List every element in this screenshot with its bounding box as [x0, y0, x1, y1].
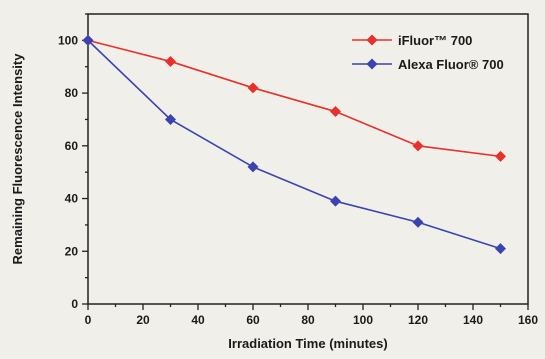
data-point — [330, 106, 341, 118]
y-tick-label: 60 — [65, 139, 79, 153]
data-point — [330, 195, 341, 207]
legend: iFluor™ 700 Alexa Fluor® 700 — [352, 33, 504, 72]
series-1 — [82, 34, 506, 255]
series-line — [87, 39, 501, 250]
series-layer — [82, 34, 506, 255]
axes: 0 20 40 60 80 100 120 140 160 0 20 40 60 80 100 — [58, 13, 538, 327]
x-tick-label: 100 — [353, 313, 373, 327]
y-tick-label: 100 — [58, 33, 78, 47]
series-line — [87, 39, 501, 158]
legend-marker — [366, 58, 378, 70]
data-point — [247, 82, 259, 94]
y-tick-label: 20 — [65, 244, 79, 258]
x-axis-title: Irradiation Time (minutes) — [228, 336, 387, 351]
x-tick-label: 60 — [246, 313, 260, 327]
x-tick-label: 160 — [518, 313, 538, 327]
data-point — [165, 113, 176, 125]
data-point — [495, 150, 506, 162]
data-point — [247, 161, 259, 173]
data-point — [412, 216, 424, 228]
data-point — [495, 243, 506, 255]
y-axis-title: Remaining Fluorescence Intensity — [10, 53, 25, 265]
y-tick-label: 0 — [71, 297, 78, 311]
y-tick-label: 40 — [65, 192, 79, 206]
legend-marker — [366, 34, 378, 46]
x-tick-label: 120 — [408, 313, 428, 327]
x-tick-label: 40 — [191, 313, 205, 327]
x-tick-label: 140 — [463, 313, 483, 327]
data-point — [82, 34, 94, 46]
x-tick-label: 0 — [85, 313, 92, 327]
x-tick-label: 20 — [136, 313, 150, 327]
data-point — [412, 140, 424, 152]
y-tick-label: 80 — [65, 86, 79, 100]
series-0 — [82, 34, 506, 162]
legend-label: Alexa Fluor® 700 — [398, 57, 504, 72]
x-tick-label: 80 — [301, 313, 315, 327]
data-point — [165, 55, 176, 67]
legend-label: iFluor™ 700 — [398, 33, 472, 48]
